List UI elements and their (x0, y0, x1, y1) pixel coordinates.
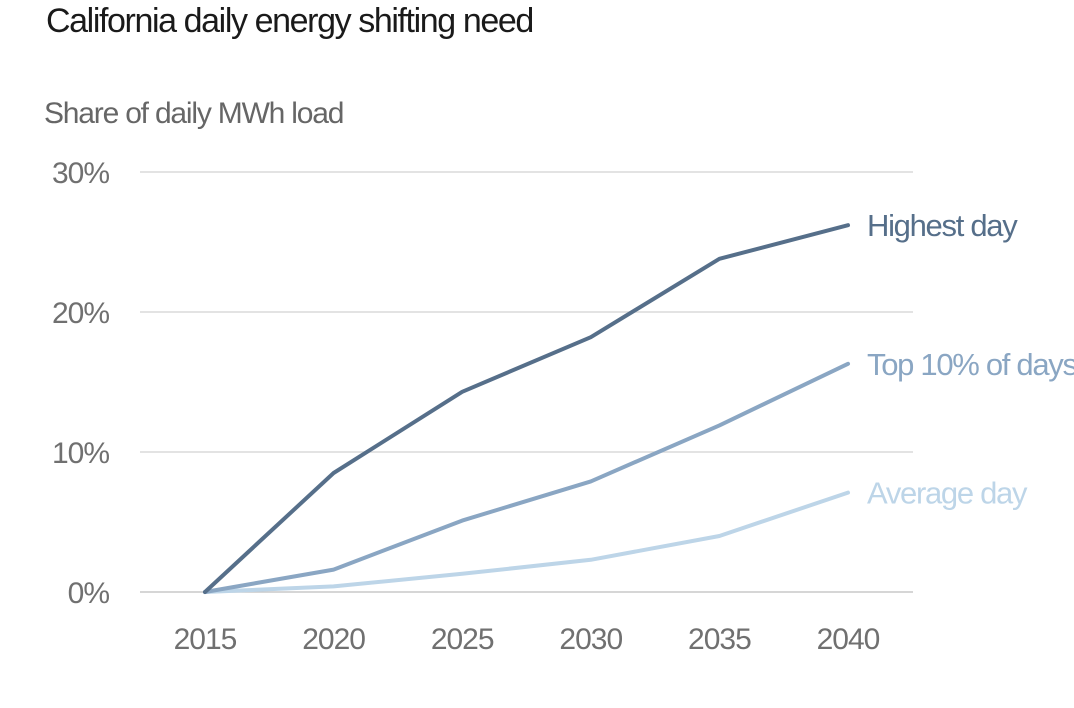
x-axis-tick-labels: 2015 2020 2025 2030 2035 2040 (174, 623, 881, 656)
series-line-average-day (203, 490, 850, 594)
series-line-highest-day (203, 223, 850, 594)
x-tick-label: 2040 (817, 623, 880, 656)
gridlines (140, 171, 913, 593)
series-line-top-10-of-days (203, 361, 850, 594)
series-lines (203, 223, 850, 594)
series-label: Top 10% of days (867, 347, 1074, 382)
x-tick-label: 2020 (302, 623, 365, 656)
series-labels: Average day Top 10% of days Highest day (867, 208, 1074, 510)
y-axis-tick-labels: 0% 10% 20% 30% (52, 157, 110, 610)
y-tick-label: 10% (52, 437, 109, 470)
y-tick-label: 20% (52, 297, 109, 330)
y-tick-label: 30% (52, 157, 109, 190)
x-tick-label: 2030 (559, 623, 622, 656)
x-tick-label: 2025 (431, 623, 494, 656)
series-label: Average day (867, 476, 1028, 511)
y-tick-label: 0% (68, 577, 110, 610)
x-tick-label: 2035 (688, 623, 751, 656)
series-label: Highest day (867, 208, 1018, 243)
chart-title: California daily energy shifting need (46, 2, 534, 40)
chart-subtitle: Share of daily MWh load (44, 97, 344, 130)
x-tick-label: 2015 (174, 623, 237, 656)
